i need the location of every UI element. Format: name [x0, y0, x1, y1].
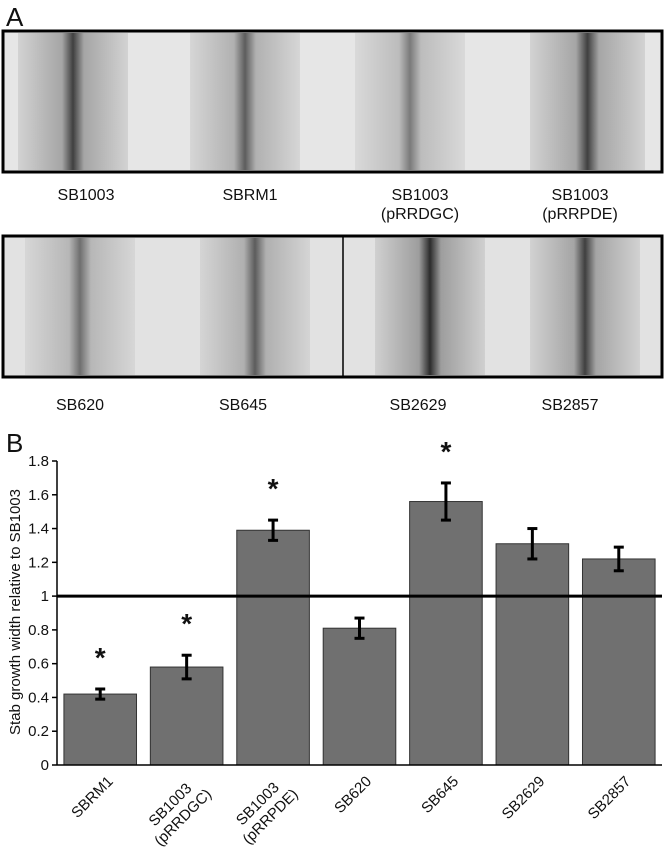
strain-label: SB2629 [389, 397, 447, 414]
y-tick-label: 1.8 [28, 453, 49, 470]
y-axis-label: Stab growth width relative to SB1003 [7, 489, 24, 735]
bar [322, 627, 397, 766]
bar [409, 501, 483, 766]
bar [495, 543, 570, 766]
stab [530, 238, 640, 375]
panel-label: B [6, 428, 23, 458]
strain-label: SB1003 (pRRPDE) [542, 187, 618, 223]
significance-star: * [95, 642, 106, 673]
bar [236, 529, 310, 766]
y-tick-label: 1.4 [28, 521, 49, 538]
stab [25, 238, 135, 375]
strain-label: SB1003 (pRRDGC) [380, 187, 460, 223]
panel-label: A [6, 2, 24, 32]
strain-label: SB620 [55, 397, 105, 414]
y-tick-label: 0.6 [28, 656, 49, 673]
y-tick-label: 0 [41, 757, 49, 774]
stab [355, 33, 465, 170]
stab [375, 238, 485, 375]
stab [530, 33, 645, 170]
significance-star: * [181, 608, 192, 639]
bar [149, 666, 224, 766]
y-tick-label: 1.6 [28, 487, 49, 504]
y-tick-label: 0.8 [28, 622, 49, 639]
significance-star: * [268, 473, 279, 504]
y-tick-label: 1.2 [28, 554, 49, 571]
stab [200, 238, 310, 375]
y-tick-label: 1 [41, 588, 49, 605]
strain-label: SB1003 [57, 187, 115, 204]
bar [63, 693, 138, 766]
stab [190, 33, 300, 170]
stab [18, 33, 128, 170]
y-tick-label: 0.4 [28, 689, 49, 706]
strain-label: SB645 [218, 397, 268, 414]
bar [581, 558, 656, 766]
significance-star: * [440, 436, 451, 467]
strain-label: SBRM1 [222, 187, 278, 204]
strain-label: SB2857 [541, 397, 599, 414]
y-tick-label: 0.2 [28, 723, 49, 740]
